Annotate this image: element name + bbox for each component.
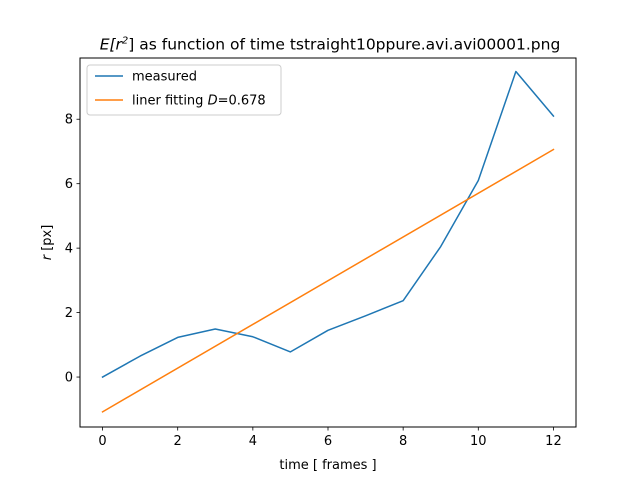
title-superscript: 2: [122, 36, 128, 47]
title-prefix: E[r: [100, 36, 124, 54]
x-tick-label: 12: [545, 434, 562, 449]
x-tick-label: 4: [249, 434, 257, 449]
legend-box: [86, 64, 282, 116]
legend-label-fit: liner fitting D=0.678: [132, 94, 266, 109]
x-tick-label: 8: [399, 434, 407, 449]
y-tick-label: 8: [65, 113, 73, 128]
y-tick-label: 6: [65, 177, 73, 192]
y-tick-label: 2: [65, 306, 73, 321]
legend-fit-after: =0.678: [218, 94, 266, 109]
y-tick-label: 0: [65, 371, 73, 386]
plot-area: 0 2 4 6 8 10 12 0 2 4 6 8: [65, 57, 577, 449]
y-ticks: 0 2 4 6 8: [65, 113, 80, 386]
legend-label-measured: measured: [132, 70, 197, 85]
legend-fit-before: liner fitting: [132, 94, 208, 109]
y-axis-label: r [px]: [40, 225, 55, 261]
x-ticks: 0 2 4 6 8 10 12: [98, 427, 562, 449]
x-tick-label: 6: [324, 434, 332, 449]
x-axis-label: time [ frames ]: [279, 458, 376, 473]
x-tick-label: 10: [470, 434, 487, 449]
series-layer: [101, 70, 555, 413]
legend: measured liner fitting D=0.678: [86, 64, 282, 116]
legend-fit-italic: D: [208, 94, 218, 109]
y-axis-label-italic: r: [40, 253, 55, 260]
y-axis-label-rest: [px]: [40, 225, 55, 255]
series-line-measured: [101, 70, 555, 379]
series-line-fit: [101, 148, 555, 413]
x-tick-label: 2: [174, 434, 182, 449]
chart-title: E[r2] as function of time tstraight10ppu…: [100, 36, 561, 54]
title-suffix: ] as function of time tstraight10ppure.a…: [128, 36, 560, 54]
x-tick-label: 0: [98, 434, 106, 449]
y-tick-label: 4: [65, 242, 73, 257]
